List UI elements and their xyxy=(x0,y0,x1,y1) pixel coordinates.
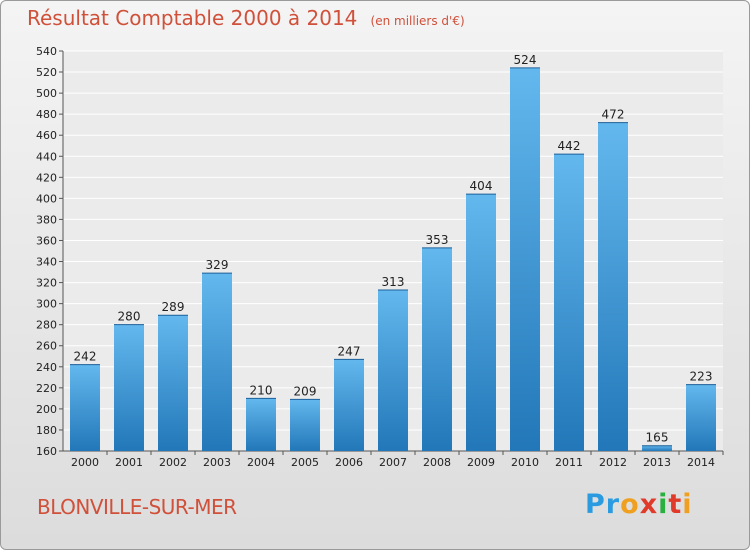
chart-title-block: Résultat Comptable 2000 à 2014 (en milli… xyxy=(27,6,465,30)
bar xyxy=(246,398,276,451)
data-label: 165 xyxy=(646,431,669,445)
y-tick-label: 200 xyxy=(36,403,57,416)
x-tick-label: 2011 xyxy=(555,456,583,469)
x-tick-label: 2002 xyxy=(159,456,187,469)
y-tick-label: 460 xyxy=(36,129,57,142)
y-tick-label: 360 xyxy=(36,234,57,247)
y-tick-label: 300 xyxy=(36,298,57,311)
y-tick-label: 500 xyxy=(36,87,57,100)
bar xyxy=(598,122,628,451)
bar xyxy=(70,364,100,451)
y-tick-label: 320 xyxy=(36,277,57,290)
y-tick-label: 420 xyxy=(36,171,57,184)
logo-letter: o xyxy=(620,489,640,520)
data-label: 209 xyxy=(294,384,317,398)
data-label: 353 xyxy=(426,233,449,247)
x-tick-label: 2012 xyxy=(599,456,627,469)
bar xyxy=(422,247,452,451)
logo-letter: t xyxy=(668,489,683,520)
logo-letter: P xyxy=(585,489,606,520)
y-tick-label: 340 xyxy=(36,256,57,269)
y-tick-label: 540 xyxy=(36,45,57,58)
logo-letter: i xyxy=(682,489,693,520)
bar xyxy=(554,154,584,451)
data-label: 442 xyxy=(558,139,581,153)
y-tick-label: 400 xyxy=(36,192,57,205)
x-tick-label: 2004 xyxy=(247,456,275,469)
x-tick-label: 2008 xyxy=(423,456,451,469)
x-tick-label: 2009 xyxy=(467,456,495,469)
logo-letter: i xyxy=(658,489,669,520)
y-tick-label: 280 xyxy=(36,319,57,332)
x-tick-label: 2000 xyxy=(71,456,99,469)
bar xyxy=(466,194,496,451)
y-tick-label: 520 xyxy=(36,66,57,79)
data-label: 524 xyxy=(514,53,537,67)
data-label: 289 xyxy=(162,300,185,314)
data-label: 329 xyxy=(206,258,229,272)
y-tick-label: 160 xyxy=(36,445,57,458)
logo-letter: x xyxy=(639,489,659,520)
bar xyxy=(114,324,144,451)
data-label: 247 xyxy=(338,344,361,358)
bar xyxy=(290,399,320,451)
data-label: 223 xyxy=(690,370,713,384)
bar xyxy=(510,67,540,451)
y-tick-label: 260 xyxy=(36,340,57,353)
bar xyxy=(378,289,408,451)
bar xyxy=(202,273,232,451)
data-label: 404 xyxy=(470,179,493,193)
y-tick-label: 180 xyxy=(36,424,57,437)
x-tick-label: 2010 xyxy=(511,456,539,469)
data-label: 280 xyxy=(118,310,141,324)
x-tick-label: 2001 xyxy=(115,456,143,469)
chart-title: Résultat Comptable 2000 à 2014 xyxy=(27,6,358,30)
y-tick-label: 480 xyxy=(36,108,57,121)
data-label: 472 xyxy=(602,108,625,122)
x-tick-label: 2014 xyxy=(687,456,715,469)
y-tick-label: 440 xyxy=(36,150,57,163)
y-tick-label: 220 xyxy=(36,382,57,395)
data-label: 313 xyxy=(382,275,405,289)
commune-name: BLONVILLE-SUR-MER xyxy=(37,495,237,519)
chart-subtitle: (en milliers d'€) xyxy=(370,14,465,28)
proxiti-logo: Proxiti xyxy=(585,489,693,520)
x-tick-label: 2006 xyxy=(335,456,363,469)
data-label: 210 xyxy=(250,383,273,397)
data-label: 242 xyxy=(74,350,97,364)
x-tick-label: 2005 xyxy=(291,456,319,469)
y-tick-label: 380 xyxy=(36,213,57,226)
bar xyxy=(686,384,716,451)
x-tick-label: 2013 xyxy=(643,456,671,469)
x-tick-label: 2003 xyxy=(203,456,231,469)
bar xyxy=(334,359,364,451)
bar xyxy=(158,315,188,451)
bar xyxy=(642,445,672,451)
logo-letter: r xyxy=(605,489,621,520)
x-tick-label: 2007 xyxy=(379,456,407,469)
y-tick-label: 240 xyxy=(36,361,57,374)
